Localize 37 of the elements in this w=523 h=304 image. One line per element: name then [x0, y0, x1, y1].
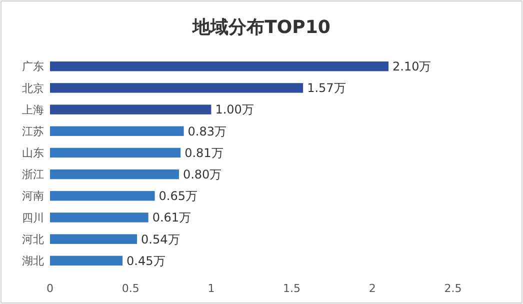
y-tick-label: 湖北: [22, 254, 44, 268]
y-tick-label: 河南: [22, 190, 44, 203]
y-tick-label: 上海: [22, 103, 44, 116]
data-label: 0.45万: [126, 254, 166, 268]
data-label: 1.57万: [307, 81, 346, 96]
y-tick-label: 北京: [22, 82, 44, 95]
bar: [50, 234, 138, 244]
data-label: 0.54万: [141, 232, 180, 246]
y-tick-label: 山东: [22, 146, 44, 160]
y-tick-label: 广东: [22, 60, 44, 74]
y-tick-label: 四川: [22, 211, 44, 224]
bar: [50, 104, 212, 114]
y-tick-label: 河北: [22, 232, 44, 246]
data-label: 2.10万: [392, 60, 432, 74]
bar: [50, 212, 148, 222]
bar: [50, 126, 184, 136]
data-label: 0.83万: [188, 124, 227, 138]
data-label: 0.81万: [184, 146, 224, 160]
data-label: 1.00万: [215, 102, 254, 117]
chart-title: 地域分布TOP10: [192, 17, 330, 38]
x-tick-label: 0: [46, 282, 54, 295]
bar: [50, 83, 304, 93]
x-tick-label: 2: [368, 282, 376, 295]
bar: [50, 256, 123, 266]
data-label: 0.61万: [152, 210, 192, 225]
bar: [50, 61, 389, 72]
x-tick-label: 0.5: [122, 282, 140, 295]
bar: [50, 169, 179, 180]
x-tick-label: 2.5: [444, 282, 462, 295]
y-tick-label: 江苏: [22, 124, 44, 138]
x-tick-label: 1.5: [283, 282, 301, 295]
bar: [50, 191, 155, 201]
x-tick-label: 1: [208, 282, 215, 295]
bar: [50, 148, 181, 158]
y-tick-label: 浙江: [22, 168, 44, 182]
data-label: 0.80万: [182, 167, 222, 182]
data-label: 0.65万: [158, 189, 198, 204]
